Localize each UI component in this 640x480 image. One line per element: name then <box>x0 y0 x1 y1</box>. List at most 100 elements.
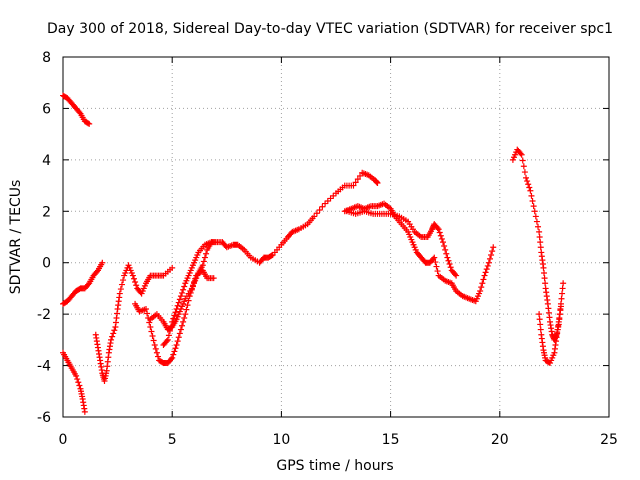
data-point <box>518 151 525 158</box>
data-point <box>478 284 485 291</box>
data-point <box>73 372 80 379</box>
data-point <box>537 326 544 333</box>
data-point <box>150 337 157 344</box>
data-point <box>434 268 441 275</box>
data-point <box>536 316 543 323</box>
plot-frame <box>62 56 610 418</box>
data-point <box>526 184 533 191</box>
data-point <box>452 271 459 278</box>
data-point <box>519 157 526 164</box>
data-point <box>523 174 530 181</box>
data-point <box>484 262 491 269</box>
series-track-4 <box>92 262 176 384</box>
data-point <box>181 315 188 321</box>
data-point <box>352 179 359 186</box>
data-point <box>434 225 441 231</box>
data-point <box>200 258 207 265</box>
data-point <box>165 332 172 339</box>
data-point <box>438 235 445 242</box>
data-point <box>118 281 125 288</box>
x-tick-label: 15 <box>382 432 400 448</box>
data-point <box>176 296 183 303</box>
data-point <box>151 342 158 348</box>
data-point <box>480 276 487 283</box>
x-tick-label: 10 <box>272 432 290 448</box>
data-point <box>176 330 183 337</box>
data-point <box>441 243 448 249</box>
data-point <box>436 229 443 236</box>
data-point <box>521 169 528 176</box>
y-tick-label: -2 <box>37 307 51 323</box>
series-track-8 <box>341 200 497 305</box>
data-point <box>74 376 81 383</box>
data-point <box>488 252 495 258</box>
data-point <box>177 326 184 333</box>
data-point <box>432 259 439 266</box>
data-point <box>173 306 180 312</box>
data-point <box>350 182 357 189</box>
data-point <box>433 263 440 270</box>
x-axis-label: GPS time / hours <box>276 458 393 474</box>
data-point <box>481 272 488 279</box>
data-point <box>525 181 532 188</box>
data-point <box>524 178 531 185</box>
data-point <box>199 262 206 269</box>
data-point <box>517 150 524 157</box>
data-point <box>171 312 178 319</box>
x-tick-label: 25 <box>600 432 618 448</box>
data-point <box>171 348 178 355</box>
data-point <box>75 379 82 386</box>
data-point <box>453 272 460 279</box>
data-point <box>148 328 155 335</box>
data-point <box>479 280 486 287</box>
data-point <box>490 244 497 251</box>
data-point <box>120 277 127 284</box>
data-point <box>173 342 180 348</box>
data-point <box>446 261 453 267</box>
data-point <box>486 255 493 262</box>
data-point <box>175 334 182 341</box>
data-point <box>201 254 208 261</box>
series-track-3 <box>60 349 88 415</box>
data-point <box>130 275 137 282</box>
y-tick-label: -4 <box>37 359 51 375</box>
data-point <box>142 306 149 312</box>
data-point <box>182 311 189 318</box>
data-point <box>86 120 93 127</box>
data-point <box>530 203 537 210</box>
data-point <box>203 250 210 257</box>
data-point <box>189 282 196 289</box>
data-point <box>93 268 100 275</box>
series-track-7 <box>160 239 215 348</box>
grid <box>63 57 609 417</box>
data-point <box>536 228 543 235</box>
data-point <box>179 289 186 296</box>
data-point <box>149 333 156 339</box>
data-point <box>170 351 177 358</box>
data-point <box>76 382 83 389</box>
chart-title: Day 300 of 2018, Sidereal Day-to-day VTE… <box>47 21 613 37</box>
data-point <box>188 285 195 292</box>
data-point <box>144 310 151 317</box>
data-point <box>116 290 123 297</box>
data-point <box>146 319 153 326</box>
data-point <box>85 120 92 127</box>
data-point <box>374 180 381 186</box>
data-point <box>153 349 160 356</box>
data-point <box>185 297 192 304</box>
data-series <box>60 92 567 415</box>
data-point <box>437 232 444 239</box>
data-point <box>319 203 326 210</box>
data-point <box>483 266 490 273</box>
data-point <box>445 257 452 264</box>
data-point <box>147 324 154 330</box>
data-point <box>533 218 540 225</box>
data-point <box>477 288 484 294</box>
data-point <box>316 207 323 213</box>
data-point <box>536 234 543 240</box>
data-point <box>169 264 176 271</box>
data-point <box>431 254 438 261</box>
y-tick-label: 0 <box>42 256 51 272</box>
data-point <box>85 281 92 288</box>
data-point <box>208 239 215 246</box>
